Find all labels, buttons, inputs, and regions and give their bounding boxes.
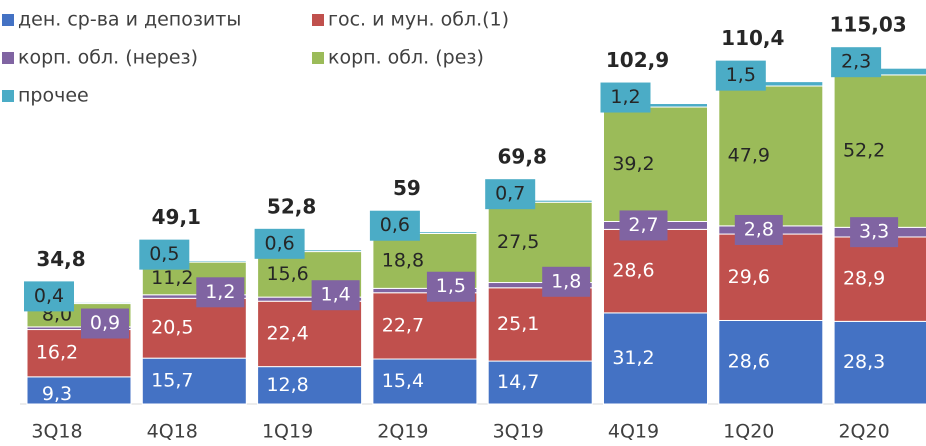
legend-swatch <box>2 52 14 64</box>
label-box <box>734 214 783 245</box>
total-label: 52,8 <box>267 194 316 218</box>
data-label: 16,2 <box>36 342 78 364</box>
data-label: 22,4 <box>266 322 308 344</box>
label-box <box>426 271 475 302</box>
bar-segment <box>372 358 478 405</box>
legend-swatch <box>312 14 324 26</box>
bar-segment <box>603 312 708 405</box>
data-label: 12,8 <box>266 374 308 396</box>
data-label: 14,7 <box>497 371 539 393</box>
legend-label: прочее <box>18 85 89 107</box>
bar-segment <box>603 106 708 222</box>
bar-segment <box>487 360 593 405</box>
data-label: 15,7 <box>151 370 193 392</box>
label-box <box>831 47 882 78</box>
label-box <box>254 228 305 259</box>
data-label: 0,5 <box>149 243 179 265</box>
label-box <box>369 210 420 241</box>
data-label: 29,6 <box>728 266 770 288</box>
legend-swatch <box>2 90 14 102</box>
x-tick-label: 1Q19 <box>262 421 313 443</box>
legend-label: корп. обл. (нерез) <box>18 47 198 69</box>
data-label: 2,3 <box>841 51 871 73</box>
label-box <box>600 82 651 113</box>
data-label: 2,8 <box>744 218 774 240</box>
data-label: 1,4 <box>320 284 350 306</box>
label-box <box>24 281 74 312</box>
data-label: 9,3 <box>42 383 72 405</box>
bar-segment <box>833 320 926 405</box>
data-label: 27,5 <box>497 231 539 253</box>
total-label: 115,03 <box>830 13 907 37</box>
legend-label: гос. и мун. обл.(1) <box>328 9 509 31</box>
total-label: 102,9 <box>606 48 669 72</box>
data-label: 15,6 <box>266 263 308 285</box>
data-label: 3,3 <box>859 221 889 243</box>
x-tick-label: 4Q18 <box>147 421 198 443</box>
label-box <box>81 308 129 339</box>
legend-label: корп. обл. (рез) <box>328 47 484 69</box>
bar-segment <box>141 357 247 405</box>
bar-segment <box>141 297 247 359</box>
data-label: 28,6 <box>728 351 770 373</box>
data-label: 47,9 <box>728 144 770 166</box>
data-label: 25,1 <box>497 313 539 335</box>
data-label: 11,2 <box>151 267 193 289</box>
label-box <box>542 266 591 297</box>
label-box <box>619 210 668 241</box>
bar-segment <box>603 228 708 314</box>
bar-segment <box>487 287 593 362</box>
legend-label: ден. ср-ва и депозиты <box>18 9 241 31</box>
data-label: 0,9 <box>90 312 120 334</box>
data-label: 15,4 <box>382 370 424 392</box>
total-label: 49,1 <box>152 205 201 229</box>
data-label: 28,9 <box>843 268 885 290</box>
bar-segment <box>718 319 824 405</box>
label-box <box>485 179 536 210</box>
data-label: 28,3 <box>843 351 885 373</box>
data-label: 1,8 <box>551 270 581 292</box>
label-box <box>715 60 766 91</box>
data-label: 1,5 <box>726 64 756 86</box>
total-label: 110,4 <box>721 26 784 50</box>
data-label: 1,2 <box>610 86 640 108</box>
data-label: 31,2 <box>612 347 654 369</box>
data-label: 0,6 <box>264 232 294 254</box>
data-label: 0,4 <box>34 285 64 307</box>
x-tick-label: 2Q20 <box>838 421 889 443</box>
bar-segment <box>257 300 363 368</box>
data-label: 1,2 <box>205 281 235 303</box>
x-tick-label: 3Q19 <box>493 421 544 443</box>
data-label: 18,8 <box>382 249 424 271</box>
x-tick-label: 1Q20 <box>723 421 774 443</box>
total-label: 34,8 <box>36 247 85 271</box>
x-tick-label: 2Q19 <box>377 421 428 443</box>
data-label: 1,5 <box>436 275 466 297</box>
label-box <box>139 239 190 270</box>
data-label: 39,2 <box>612 153 654 175</box>
data-label: 28,6 <box>612 260 654 282</box>
data-label: 0,7 <box>495 183 525 205</box>
label-box <box>196 277 245 308</box>
total-label: 59 <box>393 176 421 200</box>
data-label: 52,2 <box>843 140 885 162</box>
data-label: 22,7 <box>382 314 424 336</box>
label-box <box>850 217 899 248</box>
x-tick-label: 3Q18 <box>31 421 82 443</box>
bar-segment <box>257 366 363 405</box>
bar-segment <box>26 376 132 405</box>
bar-segment <box>718 85 824 227</box>
bar-segment <box>372 292 478 360</box>
data-label: 2,7 <box>628 214 658 236</box>
x-tick-label: 4Q19 <box>608 421 659 443</box>
label-box <box>311 280 360 311</box>
data-label: 20,5 <box>151 317 193 339</box>
legend-swatch <box>312 52 324 64</box>
legend-swatch <box>2 14 14 26</box>
total-label: 69,8 <box>498 145 547 169</box>
data-label: 0,6 <box>380 214 410 236</box>
